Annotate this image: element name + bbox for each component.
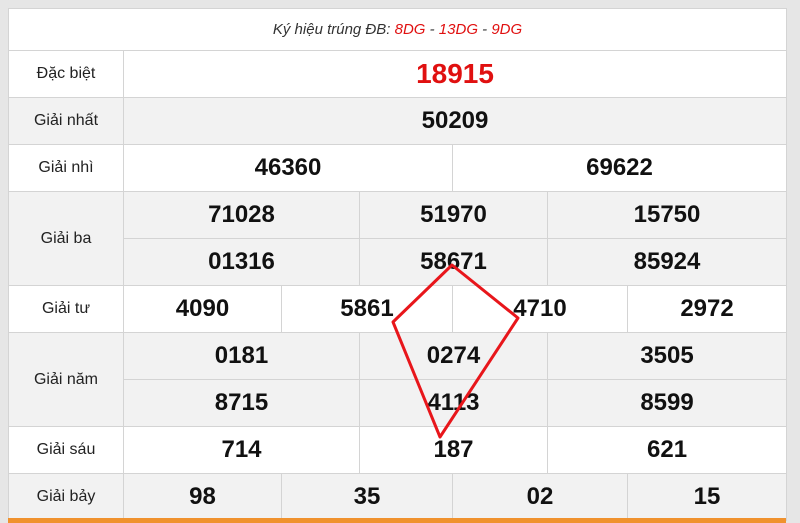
prize-number: 02 (452, 473, 628, 521)
prize-number: 50209 (122, 97, 788, 145)
row-third-b: 01316 58671 85924 (9, 238, 788, 286)
prize-label: Giải nhất (8, 97, 124, 145)
code: 9DG (491, 21, 523, 38)
prize-number: 98 (123, 473, 282, 521)
sep: - (425, 21, 439, 38)
prize-number: 51970 (359, 191, 548, 239)
prize-label: Đặc biệt (8, 50, 124, 98)
row-first: Giải nhất 50209 (8, 97, 788, 145)
row-fifth: Giải năm 0181 0274 3505 (8, 332, 788, 427)
prize-number: 01316 (123, 238, 360, 286)
winning-codes: Ký hiệu trúng ĐB: 8DG - 13DG - 9DG (7, 8, 788, 51)
prize-number: 3505 (546, 332, 788, 380)
lottery-results-table: Ký hiệu trúng ĐB: 8DG - 13DG - 9DG Đặc b… (7, 8, 788, 521)
prize-number: 69622 (451, 144, 788, 192)
red-kite-annotation (391, 263, 520, 439)
bottom-accent-bar (8, 518, 786, 523)
prize-number: 15 (626, 473, 788, 521)
prize-number: 85924 (546, 238, 788, 286)
prize-label: Giải năm (8, 332, 124, 427)
row-seventh: Giải bảy 98 35 02 15 (8, 473, 788, 521)
prize-number: 4710 (452, 285, 628, 333)
prize-label: Giải nhì (8, 144, 124, 192)
prize-number: 58671 (359, 238, 548, 286)
sep: - (477, 21, 492, 38)
prize-label: Giải sáu (8, 426, 124, 474)
code: 13DG (438, 21, 478, 38)
prize-label: Giải tư (8, 285, 124, 333)
code: 8DG (394, 21, 426, 38)
prize-number: 0181 (123, 332, 360, 380)
row-fifth-b: 8715 4113 8599 (9, 379, 788, 427)
codes-label: Ký hiệu trúng ĐB: (272, 21, 395, 38)
prize-number: 46360 (123, 144, 453, 192)
prize-number: 8715 (123, 379, 360, 427)
prize-number: 8599 (546, 379, 788, 427)
prize-number: 714 (123, 426, 360, 474)
prize-number: 0274 (359, 332, 548, 380)
row-second: Giải nhì 46360 69622 (8, 144, 788, 192)
header-row: Ký hiệu trúng ĐB: 8DG - 13DG - 9DG (7, 8, 788, 51)
prize-number: 187 (359, 426, 548, 474)
